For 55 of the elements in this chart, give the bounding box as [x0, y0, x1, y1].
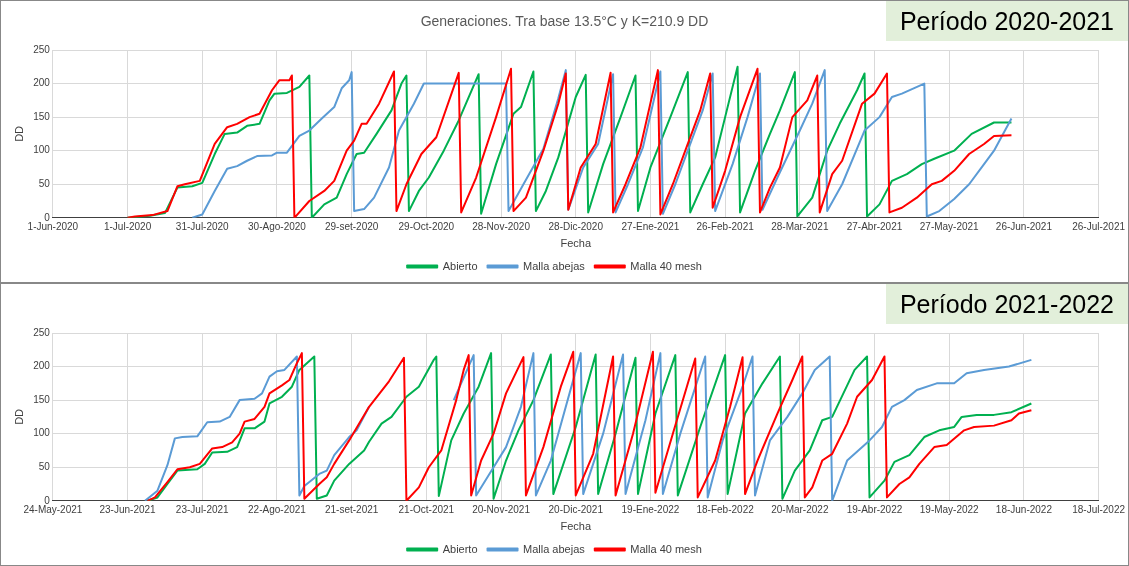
x-tick-label: 1-Jul-2020	[103, 220, 152, 232]
y-tick-label: 100	[33, 427, 51, 439]
x-tick-label: 22-Ago-2021	[248, 503, 307, 515]
legend-label: Malla abejas	[523, 259, 586, 272]
y-tick-label: 250	[33, 326, 51, 338]
x-axis-title: Fecha	[560, 237, 592, 250]
x-tick-label: 31-Jul-2020	[175, 220, 230, 232]
x-tick-label: 20-Mar-2022	[771, 503, 829, 515]
x-tick-label: 19-May-2022	[919, 503, 980, 515]
y-tick-label: 250	[33, 43, 51, 55]
y-tick-label: 200	[33, 360, 51, 372]
y-tick-label: 0	[44, 211, 51, 223]
text: Período 2020-2021	[885, 1, 1128, 41]
x-tick-label: 23-Jun-2021	[99, 503, 157, 515]
legend-label: Malla 40 mesh	[630, 259, 702, 272]
x-tick-label: 24-May-2021	[23, 503, 83, 515]
x-tick-label: 26-Jul-2021	[1072, 220, 1126, 232]
x-axis-title: Fecha	[560, 520, 592, 533]
legend-label: Abierto	[442, 259, 478, 272]
x-tick-label: 20-Nov-2021	[472, 503, 531, 515]
x-tick-label: 18-Jun-2022	[995, 503, 1053, 515]
x-tick-label: 28-Dic-2020	[548, 220, 604, 232]
x-tick-label: 29-Oct-2020	[398, 220, 455, 232]
x-tick-label: 1-Jun-2020	[27, 220, 79, 232]
x-tick-label: 20-Dic-2021	[548, 503, 604, 515]
x-tick-label: 27-Abr-2021	[846, 220, 903, 232]
x-tick-label: 27-Ene-2021	[621, 220, 680, 232]
x-tick-label: 23-Jul-2021	[175, 503, 230, 515]
x-tick-label: 19-Abr-2022	[846, 503, 903, 515]
x-tick-label: 18-Jul-2022	[1072, 503, 1126, 515]
legend-label: Malla 40 mesh	[630, 542, 702, 555]
x-tick-label: 28-Nov-2020	[472, 220, 531, 232]
y-tick-label: 200	[33, 77, 51, 89]
y-axis-title: DD	[12, 408, 25, 425]
y-tick-label: 50	[38, 460, 51, 472]
y-axis-title: DD	[12, 125, 25, 142]
y-tick-label: 0	[44, 494, 51, 506]
x-tick-label: 18-Feb-2022	[696, 503, 755, 515]
chart-title: Generaciones. Tra base 13.5°C y K=210.9 DD	[420, 13, 709, 29]
x-tick-label: 26-Jun-2021	[995, 220, 1053, 232]
y-tick-label: 150	[33, 393, 51, 405]
y-tick-label: 50	[38, 177, 51, 189]
x-tick-label: 21-Oct-2021	[398, 503, 455, 515]
x-tick-label: 27-May-2021	[919, 220, 980, 232]
x-tick-label: 29-set-2020	[324, 220, 379, 232]
legend-label: Malla abejas	[523, 542, 586, 555]
x-tick-label: 19-Ene-2022	[621, 503, 680, 515]
text: Período 2021-2022	[885, 284, 1128, 324]
y-tick-label: 150	[33, 110, 51, 122]
x-tick-label: 26-Feb-2021	[696, 220, 755, 232]
legend-label: Abierto	[442, 542, 478, 555]
y-tick-label: 100	[33, 144, 51, 156]
x-tick-label: 28-Mar-2021	[771, 220, 829, 232]
x-tick-label: 30-Ago-2020	[248, 220, 307, 232]
x-tick-label: 21-set-2021	[324, 503, 379, 515]
